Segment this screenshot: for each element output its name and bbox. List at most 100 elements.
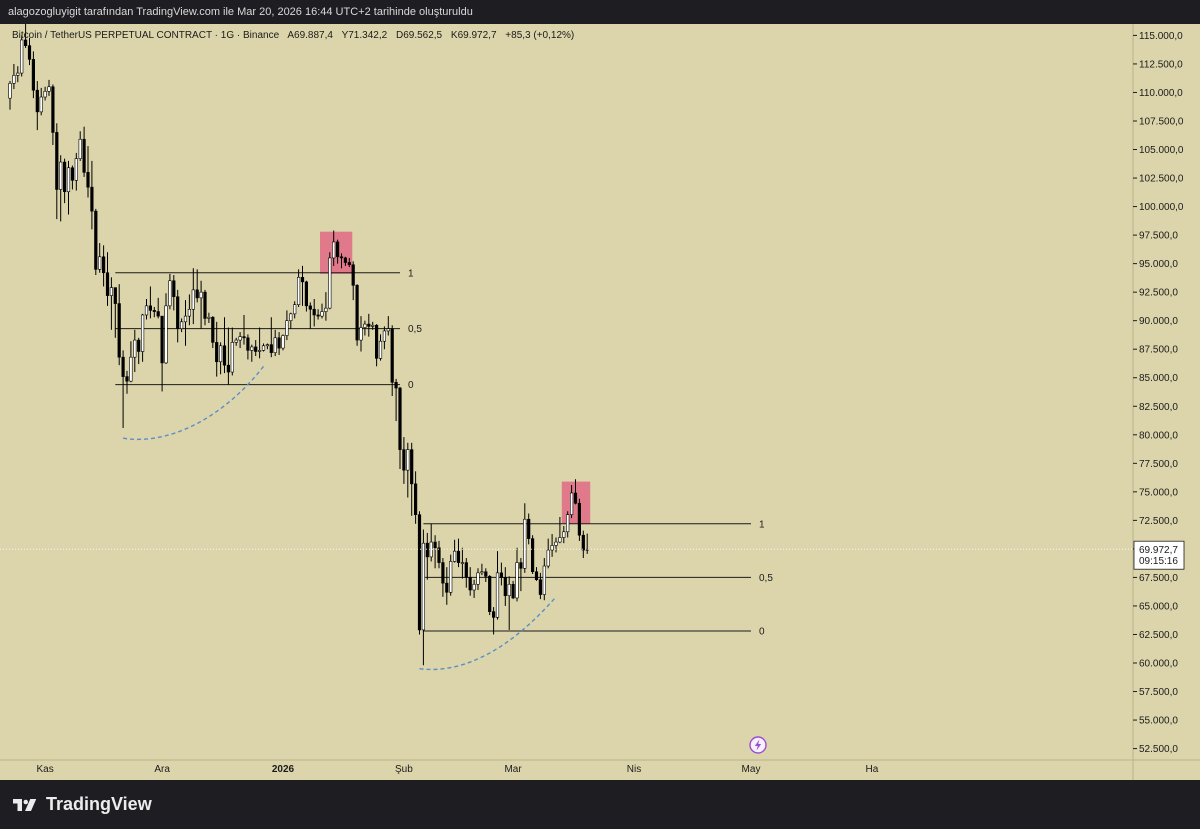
candle bbox=[343, 256, 348, 266]
candle-body bbox=[16, 72, 20, 76]
candle-body bbox=[491, 611, 496, 618]
time-axis[interactable]: Kas Ara 2026 Şub Mar Nis May Ha bbox=[36, 764, 878, 775]
open-value: A69.887,4 bbox=[287, 30, 333, 41]
candle-body bbox=[8, 83, 12, 99]
candle bbox=[43, 86, 47, 101]
candle-body bbox=[546, 549, 550, 567]
candle-body bbox=[308, 305, 312, 310]
candle bbox=[484, 568, 488, 582]
candle bbox=[31, 51, 35, 99]
candle-body bbox=[176, 296, 180, 329]
candle bbox=[363, 320, 367, 336]
plot-background bbox=[0, 24, 1133, 780]
candle-body bbox=[320, 311, 324, 317]
candle-body bbox=[199, 291, 203, 299]
candle bbox=[250, 344, 254, 362]
candlestick-chart[interactable]: 1 0,5 0 1 0,5 0 115.000,0 112.500,0 110.000,0 10… bbox=[0, 0, 1200, 780]
symbol-name: Bitcoin / TetherUS PERPETUAL CONTRACT · … bbox=[12, 30, 280, 41]
candle-body bbox=[558, 537, 562, 543]
candle bbox=[390, 325, 394, 396]
candle-body bbox=[78, 138, 82, 159]
candle bbox=[211, 316, 215, 349]
candle-body bbox=[269, 344, 273, 353]
candle bbox=[156, 297, 160, 319]
candle bbox=[519, 558, 523, 592]
current-price-value: 69.972,7 bbox=[1139, 545, 1178, 556]
candle-body bbox=[573, 492, 578, 504]
fib-level-label: 1 bbox=[408, 268, 414, 279]
dashed-curve[interactable] bbox=[122, 365, 265, 440]
candle bbox=[152, 306, 156, 318]
candle-body bbox=[183, 315, 188, 323]
candle-body bbox=[257, 350, 262, 352]
candle-body bbox=[90, 186, 94, 212]
candle-body bbox=[523, 518, 527, 569]
candle-body bbox=[105, 272, 110, 296]
candle bbox=[176, 289, 180, 343]
candle bbox=[51, 84, 55, 145]
candle-body bbox=[538, 579, 542, 595]
candle-body bbox=[172, 280, 176, 298]
current-price-marker: 69.972,709:15:16 bbox=[0, 540, 1185, 570]
candle bbox=[562, 526, 566, 544]
candle bbox=[324, 292, 328, 321]
candle bbox=[546, 538, 550, 569]
candle-body bbox=[374, 324, 379, 359]
candle-countdown: 09:15:16 bbox=[1139, 556, 1178, 567]
tradingview-logo-icon bbox=[13, 798, 37, 811]
candle-body bbox=[86, 172, 90, 188]
candle bbox=[304, 280, 309, 312]
price-tick-label: 100.000,0 bbox=[1139, 202, 1184, 213]
tradingview-logo[interactable]: TradingView bbox=[10, 794, 152, 815]
candle bbox=[8, 81, 12, 110]
price-tick-label: 82.500,0 bbox=[1139, 402, 1178, 413]
candle bbox=[371, 321, 375, 330]
symbol-legend[interactable]: Bitcoin / TetherUS PERPETUAL CONTRACT · … bbox=[12, 30, 574, 41]
candle-body bbox=[43, 91, 47, 98]
dashed-curve[interactable] bbox=[419, 596, 557, 671]
candle-body bbox=[285, 320, 289, 336]
price-tick-label: 87.500,0 bbox=[1139, 345, 1178, 356]
candle-body bbox=[129, 356, 133, 382]
candle-body bbox=[113, 287, 117, 304]
candle bbox=[82, 126, 86, 177]
price-tick-label: 112.500,0 bbox=[1139, 59, 1183, 70]
candle-body bbox=[187, 308, 192, 317]
candle bbox=[265, 343, 270, 350]
price-axis[interactable]: 115.000,0 112.500,0 110.000,0 107.500,0 105.… bbox=[1133, 31, 1184, 755]
fib-level-label: 0,5 bbox=[408, 324, 422, 335]
dashed-curves[interactable] bbox=[122, 365, 557, 671]
candle bbox=[523, 503, 527, 573]
candle-body bbox=[355, 285, 359, 341]
price-tick-label: 72.500,0 bbox=[1139, 516, 1178, 527]
candle bbox=[402, 437, 406, 484]
price-tick-label: 115.000,0 bbox=[1139, 31, 1183, 42]
candle bbox=[413, 471, 418, 524]
lightning-icon[interactable] bbox=[749, 736, 767, 754]
candle-body bbox=[20, 39, 24, 74]
candle-body bbox=[230, 342, 234, 373]
candle bbox=[417, 511, 422, 635]
candle-body bbox=[554, 541, 558, 546]
candle-body bbox=[273, 337, 277, 353]
time-tick-label: Ha bbox=[866, 764, 879, 775]
candle bbox=[168, 273, 172, 310]
candle bbox=[164, 293, 168, 365]
candle-body bbox=[452, 550, 457, 562]
candle-body bbox=[445, 582, 449, 593]
candle bbox=[117, 284, 121, 366]
candle bbox=[308, 302, 312, 329]
candle-body bbox=[203, 291, 207, 319]
candle-body bbox=[180, 321, 184, 329]
price-tick-label: 90.000,0 bbox=[1139, 316, 1178, 327]
candle-body bbox=[304, 281, 309, 307]
candle bbox=[55, 123, 59, 220]
candle bbox=[585, 533, 589, 554]
candle-body bbox=[472, 583, 476, 591]
candle-body bbox=[382, 330, 387, 342]
candle bbox=[109, 277, 113, 330]
candle-body bbox=[242, 336, 246, 339]
close-value: K69.972,7 bbox=[451, 30, 497, 41]
candle bbox=[59, 155, 63, 222]
candle bbox=[12, 63, 16, 90]
